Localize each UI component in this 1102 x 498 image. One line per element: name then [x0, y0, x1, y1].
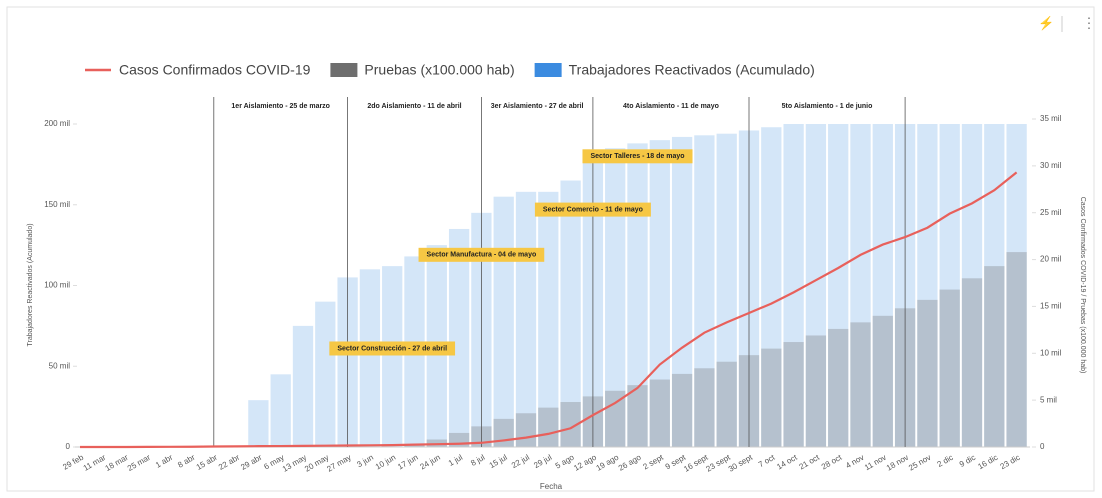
- bar: [783, 124, 804, 447]
- legend-label: Casos Confirmados COVID-19: [119, 62, 311, 78]
- y-tick-label: 100 mil: [44, 281, 70, 290]
- bar: [961, 278, 983, 447]
- bar: [671, 373, 693, 447]
- menu-icon[interactable]: ⋮: [1082, 15, 1096, 31]
- y-tick-label: 200 mil: [44, 119, 70, 128]
- bar: [248, 400, 269, 447]
- bar: [515, 191, 537, 447]
- y2-tick-label: 0: [1040, 442, 1045, 451]
- y2-tick-label: 35 mil: [1040, 114, 1062, 123]
- bar: [292, 325, 314, 447]
- card: [6, 6, 1095, 492]
- bar: [716, 361, 737, 447]
- legend-swatch: [534, 63, 562, 77]
- bar: [828, 328, 849, 447]
- bar: [761, 348, 782, 447]
- bar: [984, 266, 1005, 447]
- bar: [872, 315, 893, 447]
- bar: [270, 374, 291, 447]
- phase-label: 3er Aislamiento - 27 de abril: [491, 103, 584, 110]
- y2-tick-label: 30 mil: [1040, 161, 1062, 170]
- y-tick-label: 0: [66, 442, 71, 451]
- phase-label: 2do Aislamiento - 11 de abril: [367, 103, 461, 110]
- legend-label: Trabajadores Reactivados (Acumulado): [569, 62, 815, 78]
- bar: [649, 379, 670, 447]
- bar: [939, 289, 960, 447]
- x-axis-label: Fecha: [540, 482, 563, 491]
- annotation-box: [582, 149, 693, 164]
- annotation-box: [329, 341, 456, 356]
- analyze-icon[interactable]: ⚡: [1038, 15, 1054, 31]
- annotation-box: [534, 202, 651, 217]
- bar: [538, 407, 559, 447]
- y2-tick-label: 25 mil: [1040, 208, 1062, 217]
- annotation-box: [418, 247, 545, 262]
- bar: [761, 127, 782, 447]
- y2-tick-label: 20 mil: [1040, 255, 1062, 264]
- bar: [984, 124, 1005, 447]
- annotation-text: Sector Manufactura - 04 de mayo: [427, 252, 537, 259]
- phase-label: 4to Aislamiento - 11 de mayo: [623, 103, 719, 110]
- legend-swatch: [330, 63, 358, 77]
- bar: [1006, 124, 1027, 447]
- bar: [872, 124, 893, 447]
- bar: [605, 148, 626, 447]
- annotation: Sector Talleres - 18 de mayo: [582, 149, 693, 164]
- bar: [382, 266, 403, 447]
- bar: [560, 180, 581, 447]
- y2-tick-label: 15 mil: [1040, 302, 1062, 311]
- annotation: Sector Manufactura - 04 de mayo: [418, 247, 545, 262]
- y-tick-label: 150 mil: [44, 200, 70, 209]
- annotation-text: Sector Construcción - 27 de abril: [337, 345, 447, 352]
- bar: [783, 342, 804, 447]
- bar: [939, 124, 960, 447]
- y-tick-label: 50 mil: [49, 361, 71, 370]
- bar: [917, 124, 938, 447]
- annotation: Sector Comercio - 11 de mayo: [534, 202, 651, 217]
- toolbar[interactable]: ⚡ ⋮: [1038, 15, 1096, 32]
- phase-label: 1er Aislamiento - 25 de marzo: [231, 103, 330, 110]
- bar: [805, 335, 827, 447]
- bar: [315, 301, 336, 447]
- bar: [359, 269, 381, 447]
- annotation-text: Sector Comercio - 11 de mayo: [543, 206, 643, 213]
- bar: [716, 133, 737, 447]
- bar: [448, 228, 470, 447]
- bar: [1006, 252, 1027, 447]
- y-axis-label: Trabajadores Reactivados (Acumulado): [27, 223, 34, 346]
- y2-tick-label: 10 mil: [1040, 348, 1062, 357]
- annotation-text: Sector Talleres - 18 de mayo: [590, 153, 684, 160]
- bar: [493, 418, 514, 447]
- bar: [805, 124, 827, 447]
- bar: [627, 143, 648, 447]
- bar: [694, 135, 715, 447]
- y2-tick-label: 5 mil: [1040, 395, 1057, 404]
- bar: [515, 413, 537, 447]
- bar: [850, 124, 871, 447]
- bar: [694, 368, 715, 447]
- y2-axis-label: Casos Confirmados COVID-19 / Pruebas (x1…: [1079, 197, 1086, 374]
- bar: [493, 196, 514, 447]
- bar: [627, 385, 648, 447]
- bar: [828, 124, 849, 447]
- bar: [850, 322, 871, 447]
- phase-label: 5to Aislamiento - 1 de junio: [782, 103, 873, 110]
- bar: [560, 402, 581, 447]
- legend-label: Pruebas (x100.000 hab): [364, 62, 514, 78]
- bar: [917, 299, 938, 447]
- line: [80, 171, 1018, 449]
- bar: [671, 136, 693, 448]
- annotation: Sector Construcción - 27 de abril: [329, 341, 456, 356]
